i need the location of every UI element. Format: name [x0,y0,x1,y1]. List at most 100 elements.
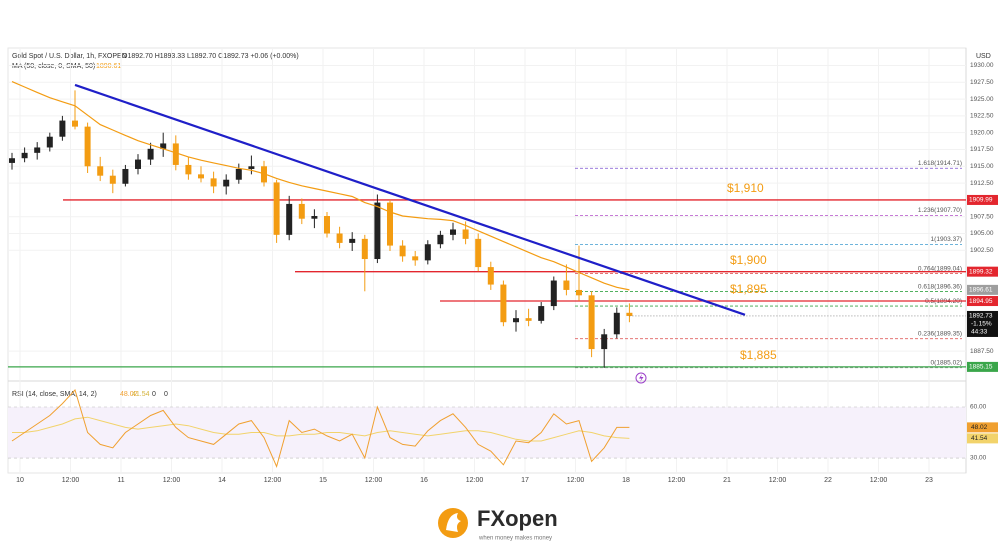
event-bolt [639,374,644,382]
candle-body [185,164,192,175]
candle-body [374,202,381,260]
y-tick-label: 1930.00 [970,62,994,69]
x-tick-label: 12:00 [62,477,80,484]
event-icon[interactable] [635,372,647,384]
x-tick-label: 17 [521,477,529,484]
x-tick-label: 21 [723,477,731,484]
level-label: $1,900 [730,253,767,267]
x-tick-label: 10 [16,477,24,484]
candle-body [311,216,318,219]
fib-label: 0.236(1889.35) [918,330,962,337]
candle-body [135,159,141,169]
candle-body [172,143,179,165]
candle-body [72,120,78,127]
rsi-tag-label: 48.02 [971,424,988,431]
candle-body [349,238,356,243]
candle-body [361,238,368,260]
candle-body [613,312,620,335]
x-tick-label: 12:00 [163,477,181,484]
y-tick-label: 1887.50 [970,348,994,355]
candle-body [424,244,431,261]
price-tag [967,266,998,277]
candle-body [336,233,343,243]
rsi-readout: 41.54 [132,391,150,398]
candle-body [525,318,532,321]
fib-label: 1.236(1907.70) [918,207,962,214]
symbol: Gold Spot / U.S. Dollar, 1h, FXOPEN [12,53,127,60]
x-tick-label: 18 [622,477,630,484]
x-tick-label: 14 [218,477,226,484]
candle-body [109,175,116,184]
candle-body [261,166,267,183]
candle-body [601,334,608,350]
candle-body [487,267,494,285]
y-tick-label: 1915.00 [970,163,994,170]
y-tick-label: 1922.50 [970,113,994,120]
candle-body [588,295,595,350]
x-tick-label: 12:00 [466,477,484,484]
y-tick-label: 1920.00 [970,129,994,136]
fib-label: 1.618(1914.71) [918,160,962,167]
fib-label: 1(1903.37) [931,236,962,243]
candle-body [626,312,633,316]
candle-body [248,166,255,169]
price-tag [967,296,998,307]
candle-body [223,179,230,187]
candle-body [273,182,280,235]
candle-body [462,229,469,239]
currency: USD [976,53,991,60]
y-tick-label: 1905.00 [970,230,994,237]
logo-brand: FXopen [477,506,558,531]
candle-body [563,280,570,290]
price-tag [967,284,998,295]
candle-body [500,284,507,323]
current-price: 1892.73 [969,313,993,320]
rsi-ma-line [12,416,630,442]
ma-line [11,81,630,291]
fib-label: 0.764(1899.04) [918,265,962,272]
countdown: 44:33 [971,329,988,336]
candle-body [9,158,15,163]
price-tag [967,361,998,372]
current-tag [967,310,998,337]
x-tick-label: 23 [925,477,933,484]
candle-body [59,120,66,137]
price-tag-label: 1909.99 [969,197,993,204]
candle-body [235,168,242,180]
candle-body [387,202,393,246]
candle-body [412,256,419,261]
x-tick-label: 12:00 [365,477,383,484]
fib-label: 0.618(1896.36) [918,283,962,290]
candle-body [84,126,91,167]
price-tag [967,194,998,205]
level-label: $1,910 [727,181,764,195]
trend-line [74,83,746,316]
level-label: $1,895 [730,282,767,296]
fib-label: 0(1885.02) [931,359,962,366]
price-tag-label: 1894.95 [969,298,993,305]
x-tick-label: 12:00 [769,477,787,484]
logo: FXopen when money makes money [438,506,558,542]
logo-mark [446,513,461,532]
rsi-tag-label: 41.54 [971,435,988,442]
x-tick-label: 12:00 [870,477,888,484]
y-tick-label: 1917.50 [970,146,994,153]
current-change: -1.15% [971,321,992,328]
price-tag-label: 1899.32 [969,268,993,275]
price-tag-label: 1885.15 [969,364,993,371]
rsi-tag [967,433,998,444]
candle-body [97,166,104,176]
y-tick-label: 1902.50 [970,247,994,254]
rsi-readout: 0 [164,391,168,398]
x-tick-label: 22 [824,477,832,484]
x-tick-label: 15 [319,477,327,484]
rsi-tick-label: 60.00 [970,404,987,411]
ohlc: O1892.70 H1893.33 L1892.70 C1892.73 +0.0… [122,53,299,60]
candle-body [147,148,154,160]
x-tick-label: 12:00 [668,477,686,484]
candle-body [437,234,444,245]
rsi-label: RSI (14, close, SMA, 14, 2) [12,391,97,398]
ma-tag-label: 1896.61 [969,287,993,294]
rsi-readout: 48.02 [120,391,138,398]
